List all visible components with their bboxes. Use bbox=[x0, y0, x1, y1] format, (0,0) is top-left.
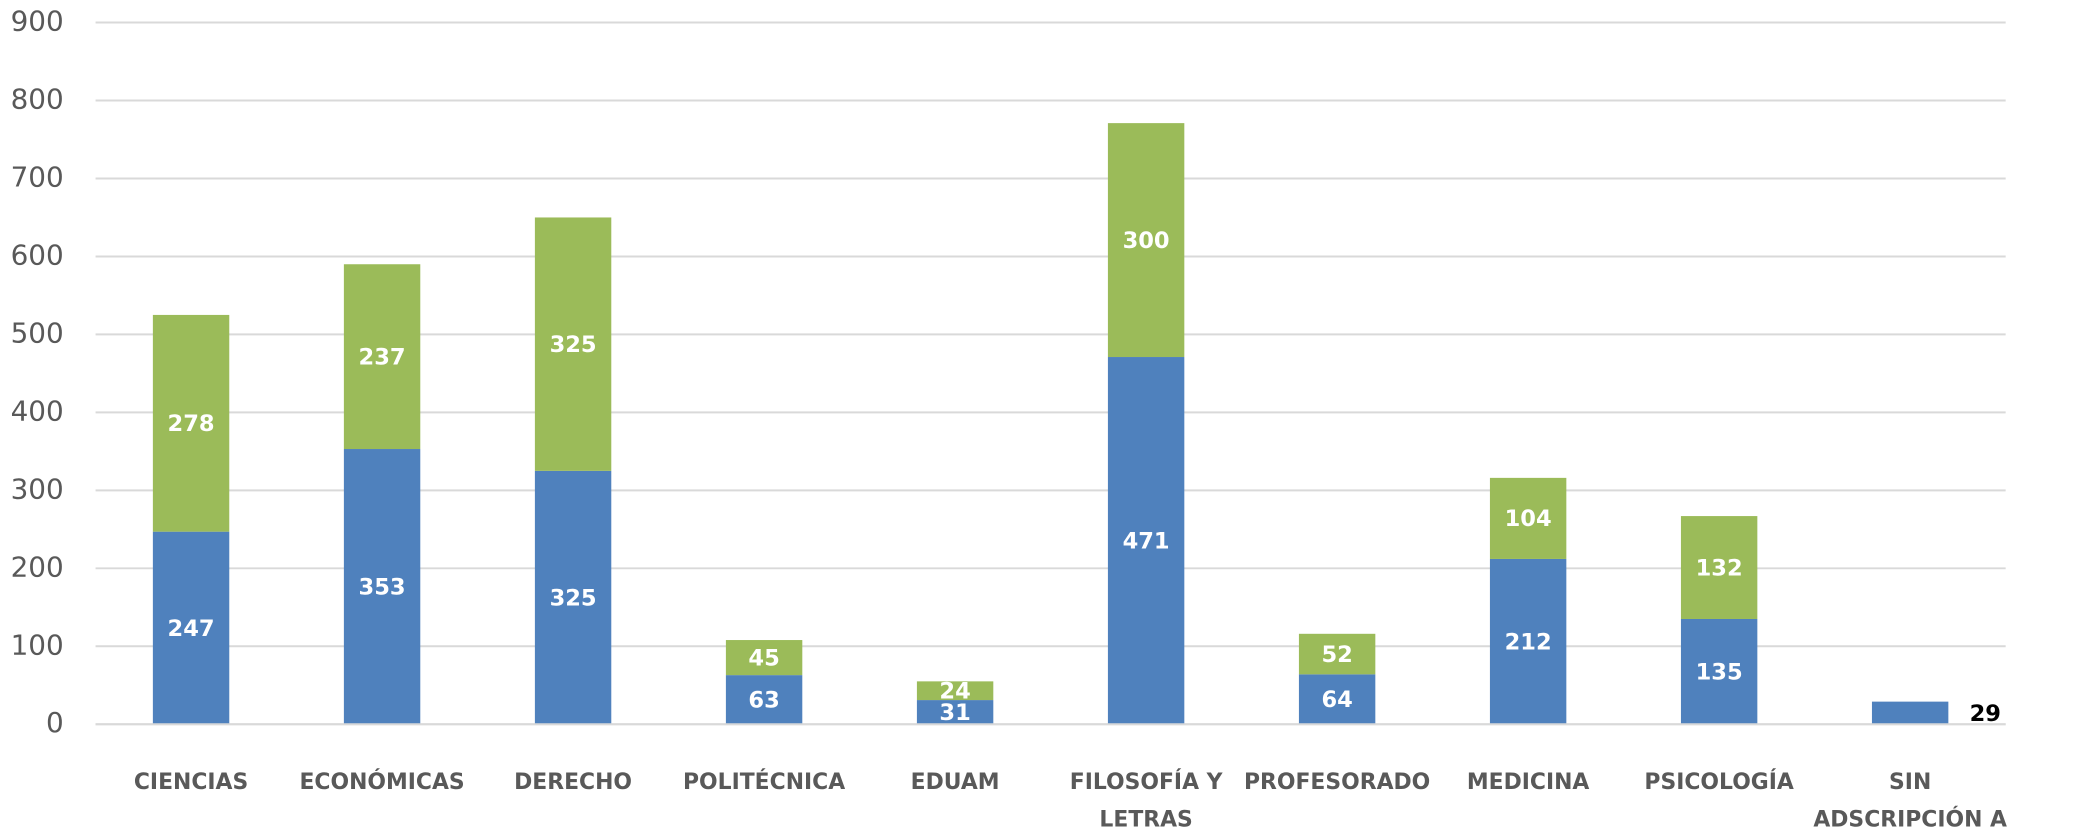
bar-segment bbox=[152, 314, 230, 532]
y-tick-label: 400 bbox=[11, 394, 64, 427]
y-tick-label: 100 bbox=[11, 628, 64, 661]
x-tick-label: EDUAM bbox=[910, 769, 1000, 795]
x-tick-label: PSICOLOGÍA bbox=[1644, 769, 1794, 795]
data-label: 31 bbox=[939, 700, 970, 726]
bar-segment bbox=[343, 264, 421, 450]
data-label: 29 bbox=[1970, 701, 2001, 727]
x-tick-label: MEDICINA bbox=[1466, 769, 1590, 795]
bar-segment bbox=[725, 640, 803, 676]
bar-segment bbox=[1298, 674, 1376, 725]
bar-segment bbox=[1871, 701, 1949, 725]
bar-segment bbox=[343, 449, 421, 725]
x-tick-label-box: FILOSOFÍA Y LETRAS bbox=[1069, 769, 1223, 832]
bar-segment bbox=[1489, 558, 1567, 725]
x-tick-label-box: MEDICINA bbox=[1466, 769, 1590, 795]
data-label: 247 bbox=[168, 616, 215, 642]
bar-segment bbox=[1107, 357, 1185, 725]
y-tick-label: 0 bbox=[46, 706, 64, 739]
x-tick-label-box: ECONÓMICAS bbox=[299, 769, 465, 795]
x-tick-label: ECONÓMICAS bbox=[299, 769, 465, 795]
bar-segment bbox=[916, 700, 994, 725]
x-tick-label-box: SIN ADSCRIPCIÓN A UN CENTRO bbox=[1813, 769, 2007, 832]
x-tick-label-box: EDUAM bbox=[910, 769, 1000, 795]
bar-segment bbox=[1489, 477, 1567, 559]
x-tick-label: SIN ADSCRIPCIÓN A UN CENTRO bbox=[1813, 769, 2007, 832]
data-label: 353 bbox=[359, 574, 406, 600]
y-tick-label: 800 bbox=[11, 83, 64, 116]
bar-segment bbox=[152, 531, 230, 725]
x-tick-label: FILOSOFÍA Y LETRAS bbox=[1069, 769, 1223, 832]
x-tick-label-box: CIENCIAS bbox=[133, 769, 249, 795]
data-label: 24 bbox=[939, 679, 970, 705]
bar-segment bbox=[916, 681, 994, 701]
bar-segment bbox=[534, 217, 612, 471]
data-label: 132 bbox=[1696, 555, 1743, 581]
x-tick-label-box: PSICOLOGÍA bbox=[1644, 769, 1794, 795]
x-tick-label: POLITÉCNICA bbox=[683, 769, 846, 795]
bar-segment bbox=[1107, 123, 1185, 358]
data-label: 135 bbox=[1696, 659, 1743, 685]
x-tick-label: CIENCIAS bbox=[133, 769, 249, 795]
y-tick-label: 200 bbox=[11, 550, 64, 583]
bar-segment bbox=[1298, 633, 1376, 675]
data-label: 45 bbox=[748, 645, 779, 671]
data-label: 212 bbox=[1505, 629, 1552, 655]
x-tick-label: PROFESORADO bbox=[1243, 769, 1431, 795]
data-label: 64 bbox=[1321, 687, 1352, 713]
bar-segment bbox=[725, 675, 803, 725]
bar-segment bbox=[534, 470, 612, 725]
data-label: 237 bbox=[359, 344, 406, 370]
y-tick-label: 500 bbox=[11, 316, 64, 349]
data-label: 471 bbox=[1123, 528, 1170, 554]
data-label: 52 bbox=[1321, 642, 1352, 668]
x-tick-label-box: POLITÉCNICA bbox=[683, 769, 846, 795]
y-tick-label: 600 bbox=[11, 238, 64, 271]
data-label: 325 bbox=[550, 332, 597, 358]
y-tick-label: 900 bbox=[11, 5, 64, 38]
y-tick-label: 700 bbox=[11, 160, 64, 193]
data-label: 325 bbox=[550, 585, 597, 611]
x-tick-label-box: DERECHO bbox=[514, 769, 633, 795]
bar-segment bbox=[1680, 618, 1758, 725]
y-tick-label: 300 bbox=[11, 472, 64, 505]
data-label: 300 bbox=[1123, 228, 1170, 254]
x-tick-label-box: PROFESORADO bbox=[1243, 769, 1431, 795]
x-tick-label: DERECHO bbox=[514, 769, 633, 795]
bar-segment bbox=[1680, 516, 1758, 619]
data-label: 278 bbox=[168, 411, 215, 437]
data-label: 63 bbox=[748, 688, 779, 714]
data-label: 104 bbox=[1505, 506, 1552, 532]
